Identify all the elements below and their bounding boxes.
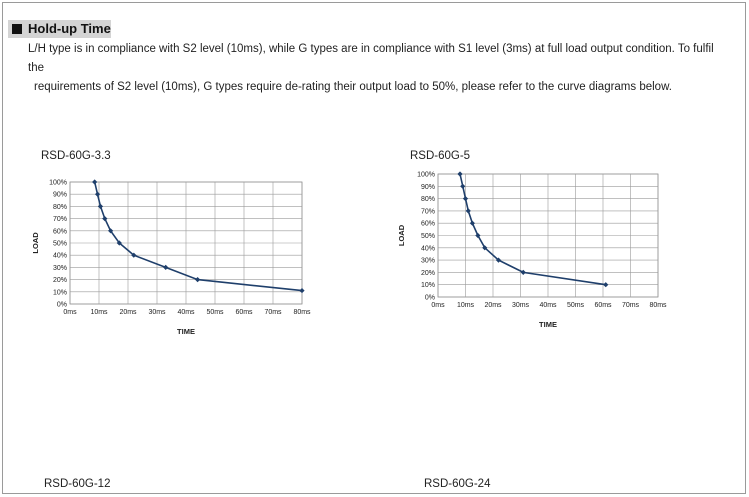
x-tick-label: 60ms xyxy=(235,309,253,316)
y-tick-label: 70% xyxy=(53,216,67,223)
chart-2-title: RSD-60G-5 xyxy=(410,150,471,162)
x-tick-label: 0ms xyxy=(431,302,445,309)
x-tick-label: 80ms xyxy=(293,309,311,316)
x-tick-label: 60ms xyxy=(594,302,612,309)
y-tick-label: 100% xyxy=(49,180,67,187)
y-tick-label: 90% xyxy=(421,184,435,191)
data-point xyxy=(108,228,114,234)
intro-line-1: L/H type is in compliance with S2 level … xyxy=(28,43,714,74)
chart-3-title: RSD-60G-12 xyxy=(44,478,111,490)
data-point xyxy=(299,287,305,294)
data-point xyxy=(482,245,488,251)
chart-4-title: RSD-60G-24 xyxy=(424,478,491,490)
y-tick-label: 90% xyxy=(53,192,67,199)
data-point xyxy=(603,282,609,288)
x-tick-label: 20ms xyxy=(484,302,502,309)
data-point xyxy=(469,220,475,226)
y-axis-label: LOAD xyxy=(397,224,406,246)
y-axis-label: LOAD xyxy=(31,232,40,254)
data-point xyxy=(457,171,463,177)
y-tick-label: 80% xyxy=(421,196,435,203)
intro-line-2: requirements of S2 level (10ms), G types… xyxy=(34,81,672,93)
x-tick-label: 40ms xyxy=(539,302,557,309)
series-line xyxy=(93,181,303,292)
series-line xyxy=(459,173,606,286)
x-tick-label: 70ms xyxy=(264,309,282,316)
y-tick-label: 0% xyxy=(57,302,67,309)
data-point xyxy=(94,191,101,197)
x-axis-label: TIME xyxy=(177,327,195,336)
y-tick-label: 60% xyxy=(53,228,67,235)
data-point xyxy=(475,232,481,239)
x-tick-label: 70ms xyxy=(622,302,640,309)
section-title: Hold-up Time xyxy=(28,21,111,36)
x-tick-label: 80ms xyxy=(649,302,667,309)
y-tick-label: 20% xyxy=(53,277,67,284)
chart-1-title: RSD-60G-3.3 xyxy=(41,150,111,162)
header-bullet-square xyxy=(12,24,22,34)
y-tick-label: 40% xyxy=(53,253,67,260)
data-point xyxy=(462,196,469,202)
data-point xyxy=(465,208,471,214)
data-point xyxy=(97,203,104,209)
y-tick-label: 30% xyxy=(53,265,67,272)
y-tick-label: 20% xyxy=(421,270,435,277)
data-point xyxy=(102,216,108,222)
chart-2: 0% 10% 20% 30% 40% 50% 60% 70% 80% 90% 100% 0ms 10ms… xyxy=(397,171,667,329)
data-point xyxy=(495,257,502,263)
y-tick-label: 80% xyxy=(53,204,67,211)
x-tick-label: 50ms xyxy=(206,309,224,316)
x-axis-label: TIME xyxy=(539,320,557,329)
x-tick-label: 10ms xyxy=(457,302,475,309)
intro-text: L/H type is in compliance with S2 level … xyxy=(28,40,728,97)
x-tick-label: 50ms xyxy=(567,302,585,309)
x-tick-label: 40ms xyxy=(177,309,195,316)
y-tick-label: 40% xyxy=(421,245,435,252)
data-point xyxy=(460,183,466,189)
x-tick-label: 30ms xyxy=(148,309,166,316)
x-tick-label: 0ms xyxy=(63,309,77,316)
y-tick-label: 10% xyxy=(421,282,435,289)
y-tick-label: 50% xyxy=(53,241,67,248)
y-tick-label: 30% xyxy=(421,258,435,265)
data-point xyxy=(116,240,122,246)
section-header: Hold-up Time xyxy=(8,20,111,38)
y-tick-label: 0% xyxy=(425,295,435,302)
chart-1: 0% 10% 20% 30% 40% 50% 60% 70% 80% 90% 100% 0ms 10ms… xyxy=(31,179,311,336)
y-tick-label: 70% xyxy=(421,208,435,215)
x-tick-label: 30ms xyxy=(512,302,530,309)
y-tick-label: 50% xyxy=(421,233,435,240)
data-point xyxy=(92,179,98,185)
x-tick-label: 10ms xyxy=(90,309,108,316)
x-tick-label: 20ms xyxy=(119,309,137,316)
y-tick-label: 100% xyxy=(417,172,435,179)
y-tick-label: 60% xyxy=(421,221,435,228)
y-tick-label: 10% xyxy=(53,289,67,296)
